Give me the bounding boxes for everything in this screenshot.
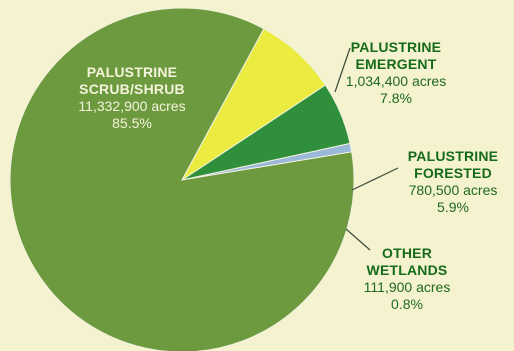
label-forested-name-2: FORESTED bbox=[414, 165, 492, 181]
label-emergent-percent: 7.8% bbox=[380, 90, 412, 106]
label-other-wetlands-name-1: OTHER bbox=[382, 245, 432, 261]
leader-line-other-wetlands bbox=[345, 228, 371, 251]
label-emergent-name-1: PALUSTRINE bbox=[350, 39, 442, 55]
label-emergent-name-2: EMERGENT bbox=[355, 56, 437, 72]
label-forested-acres: 780,500 acres bbox=[408, 182, 498, 198]
slice-scrub-shrub bbox=[9, 7, 355, 351]
label-other-wetlands-percent: 0.8% bbox=[391, 296, 423, 312]
label-forested-name-1: PALUSTRINE bbox=[407, 148, 499, 164]
label-scrub-shrub-name-2: SCRUB/SHRUB bbox=[79, 81, 185, 97]
label-emergent-acres: 1,034,400 acres bbox=[345, 73, 447, 89]
label-scrub-shrub-percent: 85.5% bbox=[112, 115, 152, 131]
label-forested-percent: 5.9% bbox=[437, 199, 469, 215]
label-scrub-shrub: PALUSTRINE SCRUB/SHRUB 11,332,900 acres … bbox=[72, 64, 192, 132]
label-other-wetlands-name-2: WETLANDS bbox=[366, 262, 448, 278]
leader-line-emergent bbox=[334, 47, 351, 93]
leader-line-forested bbox=[351, 167, 399, 191]
label-forested: PALUSTRINE FORESTED 780,500 acres 5.9% bbox=[396, 148, 510, 216]
label-other-wetlands: OTHER WETLANDS 111,900 acres 0.8% bbox=[352, 245, 462, 313]
label-scrub-shrub-acres: 11,332,900 acres bbox=[78, 98, 186, 114]
label-other-wetlands-acres: 111,900 acres bbox=[363, 279, 451, 295]
label-scrub-shrub-name-1: PALUSTRINE bbox=[86, 64, 178, 80]
label-emergent: PALUSTRINE EMERGENT 1,034,400 acres 7.8% bbox=[336, 39, 456, 107]
